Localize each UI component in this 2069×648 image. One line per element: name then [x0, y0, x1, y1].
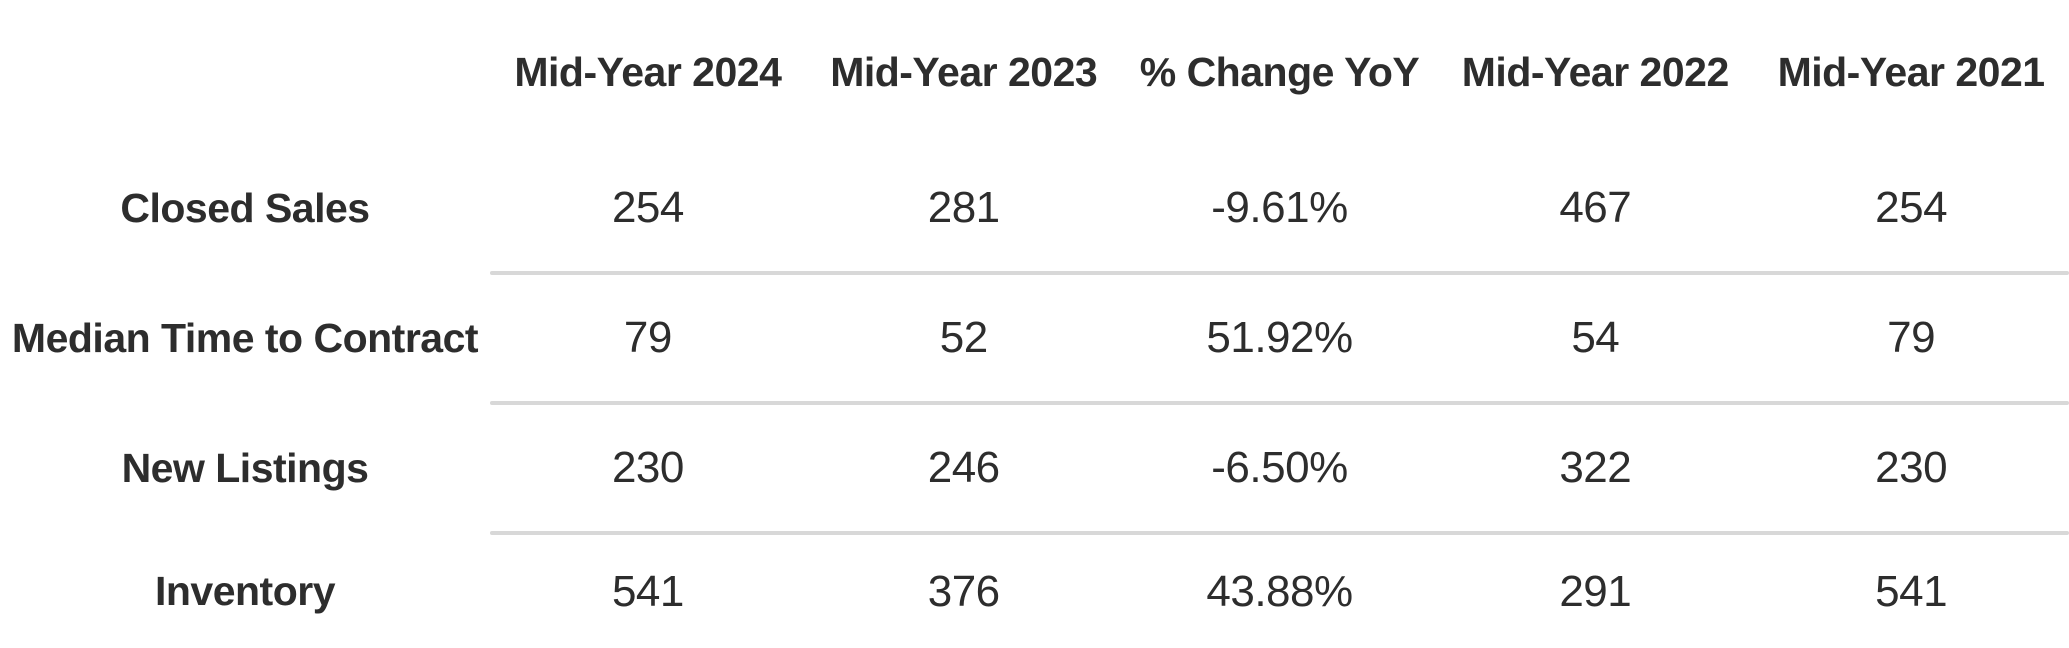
table-cell: 541 [1875, 566, 1948, 616]
table-cell: -6.50% [1211, 443, 1348, 492]
table-cell: 291 [1559, 566, 1632, 616]
table-row-inventory: Inventory 541 376 43.88% 291 541 [0, 535, 2069, 648]
table-row-closed-sales: Closed Sales 254 281 -9.61% 467 254 [0, 145, 2069, 271]
table-cell: 254 [1875, 183, 1948, 232]
column-header-mid-year-2023: Mid-Year 2023 [830, 49, 1098, 95]
table-cell: 230 [1875, 443, 1948, 492]
table-cell: 79 [1887, 313, 1936, 362]
table-cell: -9.61% [1211, 183, 1348, 232]
table-cell: 79 [623, 313, 672, 362]
table-cell: 51.92% [1206, 313, 1353, 362]
column-header-mid-year-2021: Mid-Year 2021 [1777, 49, 2045, 95]
column-header-mid-year-2024: Mid-Year 2024 [514, 49, 782, 95]
table-row-median-time-to-contract: Median Time to Contract 79 52 51.92% 54 … [0, 275, 2069, 401]
table-cell: 541 [611, 566, 684, 616]
table-cell: 281 [927, 183, 1000, 232]
row-label-inventory: Inventory [154, 568, 336, 614]
table-header-row: Mid-Year 2024 Mid-Year 2023 % Change YoY… [0, 0, 2069, 145]
row-label-closed-sales: Closed Sales [120, 184, 370, 231]
table-cell: 54 [1571, 313, 1620, 362]
column-header-pct-change-yoy: % Change YoY [1139, 49, 1420, 95]
row-divider [490, 531, 2069, 535]
column-header-mid-year-2022: Mid-Year 2022 [1461, 49, 1729, 95]
table-cell: 52 [939, 313, 988, 362]
row-divider [490, 401, 2069, 405]
table-row-new-listings: New Listings 230 246 -6.50% 322 230 [0, 405, 2069, 531]
table-cell: 322 [1559, 443, 1632, 492]
row-divider [490, 271, 2069, 275]
table-cell: 230 [611, 443, 684, 492]
table-cell: 43.88% [1206, 566, 1353, 616]
row-label-median-time-to-contract: Median Time to Contract [11, 314, 479, 361]
table-cell: 246 [927, 443, 1000, 492]
table-cell: 467 [1559, 183, 1632, 232]
table-cell: 376 [927, 566, 1000, 616]
table-cell: 254 [611, 183, 684, 232]
row-label-new-listings: New Listings [121, 444, 369, 491]
